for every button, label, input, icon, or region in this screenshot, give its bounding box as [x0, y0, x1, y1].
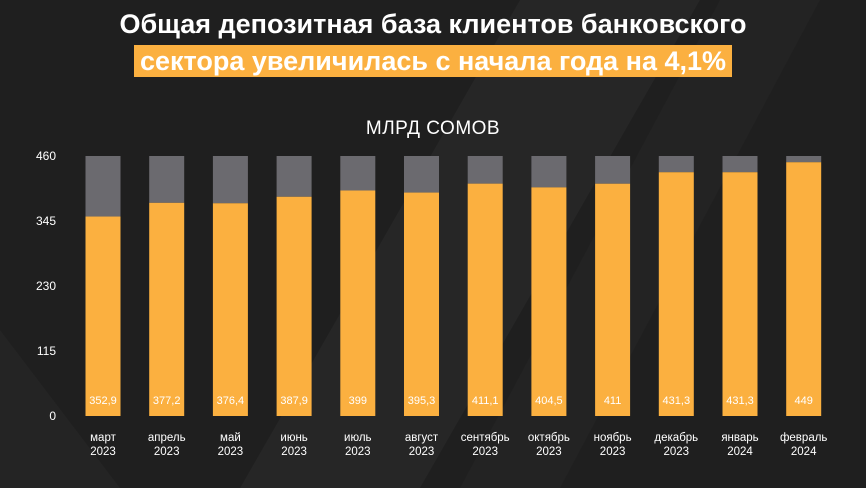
bar-value-label: 431,3	[726, 395, 754, 407]
x-tick-label-month: июнь	[280, 432, 307, 444]
bar-remainder	[595, 156, 631, 184]
x-tick-label-year: 2024	[791, 446, 817, 458]
chart-title-line-2-highlight: сектора увеличилась с начала года на 4,1…	[133, 45, 733, 77]
bar-remainder	[531, 156, 567, 188]
chart-title-line-2-wrap: сектора увеличилась с начала года на 4,1…	[0, 45, 866, 77]
bar-value-label: 395,3	[408, 395, 436, 407]
bar	[658, 172, 694, 416]
x-tick-label-month: март	[90, 432, 116, 444]
bar-remainder	[85, 156, 121, 217]
bar-value-label: 376,4	[217, 395, 245, 407]
y-tick-label: 0	[49, 409, 56, 423]
chart-unit-label: МЛРД СОМОВ	[365, 118, 501, 139]
x-tick-label-year: 2023	[536, 446, 562, 458]
x-tick-label-year: 2023	[218, 446, 244, 458]
x-tick-label-month: июль	[344, 432, 372, 444]
x-tick-label-year: 2023	[345, 446, 371, 458]
x-tick-label-year: 2024	[727, 446, 753, 458]
bar	[531, 187, 567, 416]
x-tick-label-year: 2023	[90, 446, 116, 458]
x-tick-label-year: 2023	[409, 446, 435, 458]
x-tick-label-year: 2023	[600, 446, 626, 458]
bar-value-label: 352,9	[89, 395, 117, 407]
bar-remainder	[212, 156, 248, 204]
bar	[467, 183, 503, 416]
bar-remainder	[722, 156, 758, 173]
bar-remainder	[149, 156, 185, 203]
bar-remainder	[340, 156, 376, 191]
bar-remainder	[404, 156, 439, 193]
bar	[722, 172, 758, 416]
x-tick-label-month: август	[405, 432, 439, 444]
bar	[595, 183, 631, 416]
bar-remainder	[658, 156, 694, 173]
bar	[212, 203, 248, 416]
x-tick-label-month: февраль	[780, 432, 827, 444]
y-tick-label: 115	[37, 344, 56, 358]
bar-value-label: 404,5	[535, 395, 563, 407]
bar-value-label: 411	[604, 395, 622, 407]
bar	[149, 202, 185, 416]
bar-value-label: 377,2	[153, 395, 181, 407]
x-tick-label-month: ноябрь	[594, 432, 632, 444]
bar-remainder	[467, 156, 503, 184]
y-tick-label: 345	[36, 214, 56, 228]
bar	[276, 196, 312, 416]
x-tick-label-year: 2023	[664, 446, 690, 458]
bar-value-label: 399	[349, 395, 367, 407]
x-tick-label-month: декабрь	[654, 432, 698, 444]
y-tick-label: 460	[36, 149, 56, 163]
bar-value-label: 387,9	[280, 395, 308, 407]
x-tick-label-month: январь	[721, 432, 758, 444]
x-tick-label-year: 2023	[281, 446, 307, 458]
bar	[404, 192, 439, 416]
bar	[340, 190, 376, 416]
x-tick-label-month: сентябрь	[461, 432, 510, 444]
bar-remainder	[786, 156, 822, 163]
x-tick-label-year: 2023	[154, 446, 180, 458]
bar	[786, 162, 822, 416]
bar-value-label: 449	[795, 395, 813, 407]
y-tick-label: 230	[36, 279, 56, 293]
bar	[85, 216, 121, 416]
bar-value-label: 411,1	[472, 395, 499, 407]
x-tick-label-month: май	[220, 432, 241, 444]
bar-remainder	[276, 156, 312, 197]
chart-title-line-1: Общая депозитная база клиентов банковско…	[119, 9, 747, 39]
x-tick-label-month: апрель	[148, 432, 186, 444]
x-tick-label-year: 2023	[472, 446, 498, 458]
bar-value-label: 431,3	[663, 395, 691, 407]
x-tick-label-month: октябрь	[528, 432, 570, 444]
